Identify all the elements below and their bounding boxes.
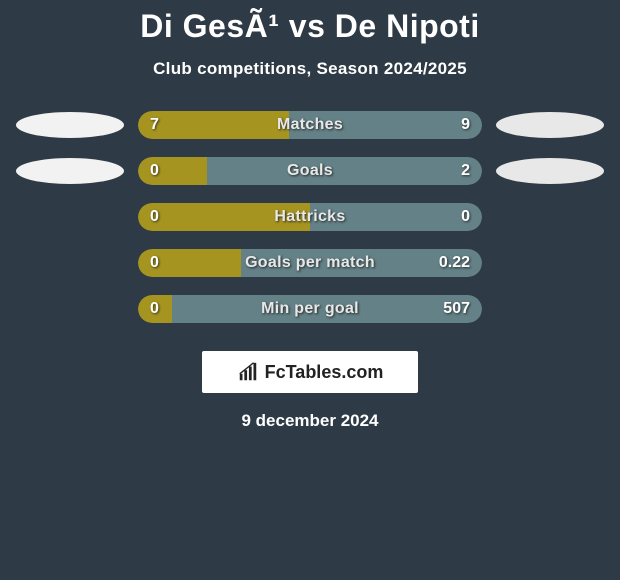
stat-bar: 79Matches [138,111,482,139]
stat-bar: 0507Min per goal [138,295,482,323]
page-subtitle: Club competitions, Season 2024/2025 [0,59,620,79]
bar-chart-icon [237,361,259,383]
stat-value-left: 7 [150,111,159,139]
stat-value-right: 0 [461,203,470,231]
right-team-ellipse [496,250,604,276]
stat-value-left: 0 [150,295,159,323]
right-team-ellipse [496,158,604,184]
stat-row: 0507Min per goal [0,295,620,323]
stat-value-right: 507 [443,295,470,323]
stat-bar: 00.22Goals per match [138,249,482,277]
left-team-ellipse [16,296,124,322]
bar-right-fill [172,295,482,323]
brand-badge[interactable]: FcTables.com [202,351,418,393]
bar-left-fill [138,157,207,185]
brand-name: FcTables.com [265,362,384,383]
bar-left-fill [138,111,289,139]
bar-right-fill [289,111,483,139]
stat-value-right: 2 [461,157,470,185]
stat-row: 00.22Goals per match [0,249,620,277]
left-team-ellipse [16,158,124,184]
bar-right-fill [207,157,482,185]
left-team-ellipse [16,112,124,138]
stat-value-right: 9 [461,111,470,139]
right-team-ellipse [496,112,604,138]
stat-row: 00Hattricks [0,203,620,231]
bar-left-fill [138,203,310,231]
stat-row: 79Matches [0,111,620,139]
date-label: 9 december 2024 [0,411,620,431]
stats-chart: 79Matches02Goals00Hattricks00.22Goals pe… [0,111,620,323]
left-team-ellipse [16,204,124,230]
right-team-ellipse [496,296,604,322]
stat-value-left: 0 [150,157,159,185]
stat-value-right: 0.22 [439,249,470,277]
bar-right-fill [310,203,482,231]
stat-bar: 00Hattricks [138,203,482,231]
comparison-widget: Di GesÃ¹ vs De Nipoti Club competitions,… [0,0,620,431]
right-team-ellipse [496,204,604,230]
left-team-ellipse [16,250,124,276]
stat-value-left: 0 [150,203,159,231]
page-title: Di GesÃ¹ vs De Nipoti [0,8,620,45]
stat-row: 02Goals [0,157,620,185]
stat-value-left: 0 [150,249,159,277]
stat-bar: 02Goals [138,157,482,185]
